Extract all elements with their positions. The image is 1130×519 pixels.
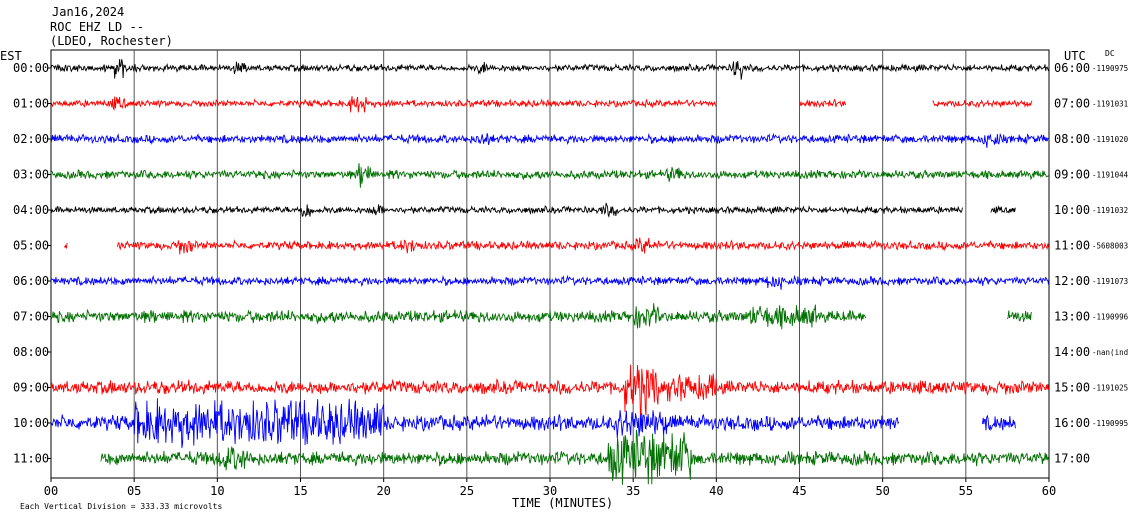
est-hour-label: 10:00 xyxy=(13,416,49,430)
dc-header: DC xyxy=(1105,49,1115,58)
x-axis-label: TIME (MINUTES) xyxy=(512,496,613,510)
est-hour-label: 07:00 xyxy=(13,310,49,324)
x-tick-label: 40 xyxy=(709,484,723,498)
dc-offset-label: -1190995 xyxy=(1092,419,1128,428)
trace-segment xyxy=(50,303,867,330)
x-tick-label: 00 xyxy=(44,484,58,498)
trace-row: 03:00 09:00 -1191044 xyxy=(13,163,1129,188)
trace-row: 02:00 08:00 -1191020 xyxy=(13,132,1129,148)
x-tick-label: 45 xyxy=(792,484,806,498)
est-hour-label: 06:00 xyxy=(13,274,49,288)
dc-offset-label: -1191032 xyxy=(1092,206,1128,215)
trace-segment xyxy=(50,398,900,448)
trace-row: 10:00 16:00 -1190995 xyxy=(13,398,1128,448)
x-tick-label: 10 xyxy=(210,484,224,498)
scale-note: Each Vertical Division = 333.33 microvol… xyxy=(20,502,222,511)
trace-row: 11:00 17:00 xyxy=(13,429,1090,485)
trace-row: 09:00 15:00 -1191025 xyxy=(13,364,1128,416)
utc-hour-label: 17:00 xyxy=(1054,452,1090,466)
trace-segment xyxy=(100,429,1050,485)
network-name: (LDEO, Rochester) xyxy=(50,34,173,48)
utc-hour-label: 06:00 xyxy=(1054,61,1090,75)
utc-hour-label: 11:00 xyxy=(1054,239,1090,253)
x-axis-ticks: 00 05 10 15 20 25 30 35 40 45 50 55 60 xyxy=(44,478,1056,498)
chart-date: Jan16,2024 xyxy=(52,5,124,19)
trace-segment xyxy=(117,237,1049,255)
utc-hour-label: 12:00 xyxy=(1054,274,1090,288)
trace-segment xyxy=(63,243,68,249)
dc-offset-label: -1191073 xyxy=(1092,277,1128,286)
station-code: ROC EHZ LD -- xyxy=(50,20,144,34)
trace-segment xyxy=(1006,310,1033,322)
utc-hour-label: 08:00 xyxy=(1054,132,1090,146)
dc-offset-label: -1190996 xyxy=(1092,313,1129,322)
est-hour-label: 03:00 xyxy=(13,168,49,182)
x-tick-label: 15 xyxy=(293,484,307,498)
trace-row: 05:00 11:00 -5608003 xyxy=(13,237,1128,255)
est-hour-label: 02:00 xyxy=(13,132,49,146)
trace-segment xyxy=(932,99,1033,109)
trace-row: 00:00 06:00 -1190975 xyxy=(13,59,1128,80)
dc-offset-label: -1191031 xyxy=(1092,100,1128,109)
trace-row: 01:00 07:00 -1191031 xyxy=(13,96,1128,113)
utc-header: UTC xyxy=(1064,49,1086,63)
x-tick-label: 05 xyxy=(127,484,141,498)
dc-offset-label: -5608003 xyxy=(1092,242,1128,251)
trace-segment xyxy=(50,96,717,113)
utc-hour-label: 14:00 xyxy=(1054,345,1090,359)
dc-offset-label: -1191020 xyxy=(1092,135,1129,144)
x-tick-label: 60 xyxy=(1042,484,1056,498)
trace-segment xyxy=(50,202,963,218)
x-tick-label: 20 xyxy=(376,484,390,498)
est-header: EST xyxy=(0,49,22,63)
trace-segment xyxy=(50,274,1049,290)
utc-hour-label: 15:00 xyxy=(1054,381,1090,395)
dc-offset-label: -1191025 xyxy=(1092,384,1128,393)
utc-hour-label: 10:00 xyxy=(1054,203,1090,217)
dc-offset-label: -1190975 xyxy=(1092,64,1128,73)
utc-hour-label: 07:00 xyxy=(1054,97,1090,111)
est-hour-label: 08:00 xyxy=(13,345,49,359)
est-hour-label: 04:00 xyxy=(13,203,49,217)
trace-row: 04:00 10:00 -1191032 xyxy=(13,202,1128,218)
trace-row: 07:00 13:00 -1190996 xyxy=(13,303,1129,330)
trace-segment xyxy=(50,163,1049,188)
x-tick-label: 35 xyxy=(626,484,640,498)
x-tick-label: 30 xyxy=(543,484,557,498)
trace-row: 06:00 12:00 -1191073 xyxy=(13,274,1128,290)
utc-hour-label: 16:00 xyxy=(1054,416,1090,430)
est-hour-label: 11:00 xyxy=(13,452,49,466)
x-tick-label: 55 xyxy=(959,484,973,498)
est-hour-label: 09:00 xyxy=(13,381,49,395)
est-hour-label: 05:00 xyxy=(13,239,49,253)
x-tick-label: 50 xyxy=(875,484,889,498)
trace-segment xyxy=(50,59,1049,80)
dc-offset-label: -nan(ind xyxy=(1092,348,1128,357)
trace-segment xyxy=(50,364,1049,416)
est-hour-label: 01:00 xyxy=(13,97,49,111)
trace-segment xyxy=(799,98,847,109)
dc-offset-label: -1191044 xyxy=(1092,171,1129,180)
trace-segment xyxy=(982,414,1016,432)
trace-segment xyxy=(990,205,1016,214)
est-hour-label: 00:00 xyxy=(13,61,49,75)
utc-hour-label: 09:00 xyxy=(1054,168,1090,182)
trace-row: 08:00 14:00 -nan(ind xyxy=(13,345,1128,359)
trace-segment xyxy=(51,132,1049,148)
utc-hour-label: 13:00 xyxy=(1054,310,1090,324)
x-tick-label: 25 xyxy=(460,484,474,498)
